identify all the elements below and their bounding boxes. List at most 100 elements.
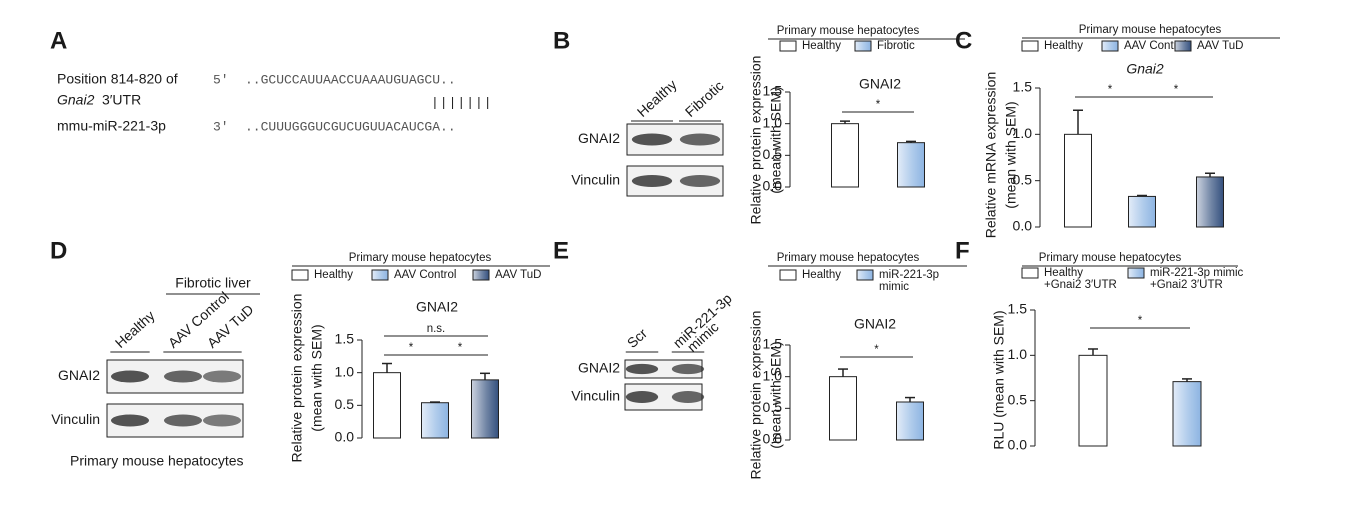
legend-label: Fibrotic: [877, 40, 915, 52]
significance-label: *: [409, 342, 414, 354]
panel-label: E: [553, 237, 569, 264]
band: [671, 391, 705, 403]
y-tick-label: 0.5: [1013, 171, 1033, 187]
legend-label: Healthy: [802, 269, 841, 281]
legend-swatch: [1174, 40, 1192, 52]
bar: [1196, 176, 1224, 228]
y-axis-label: RLU (mean with SEM): [991, 310, 1007, 449]
bar: [829, 376, 857, 441]
y-tick-label: 1.5: [1013, 79, 1033, 95]
sequence-label: mmu-miR-221-3p: [57, 118, 166, 134]
legend-label: Healthy: [802, 40, 841, 52]
blot-row-label: GNAI2: [578, 360, 620, 376]
significance-label: n.s.: [427, 323, 446, 335]
legend-label: mimic: [879, 281, 909, 293]
legend-title: Primary mouse hepatocytes: [1079, 24, 1222, 36]
legend-label: AAV TuD: [495, 269, 541, 281]
legend-swatch: [1021, 40, 1039, 52]
band: [631, 133, 673, 146]
significance-label: *: [1138, 315, 1143, 327]
y-axis-label: (mean with SEM): [768, 86, 784, 193]
legend-label: +Gnai2 3′UTR: [1044, 279, 1117, 291]
band: [631, 175, 673, 187]
band: [625, 391, 659, 403]
y-axis-label: (mean with SEM): [1003, 101, 1019, 208]
legend-swatch: [779, 40, 797, 52]
bar: [471, 379, 499, 439]
bar: [1128, 195, 1156, 228]
panel-label: D: [50, 237, 67, 264]
band: [671, 363, 705, 375]
legend-swatch: [1127, 267, 1145, 279]
band: [679, 175, 721, 187]
panel-label: F: [955, 237, 970, 264]
legend-label: miR-221-3p mimic: [1150, 267, 1244, 279]
y-tick-label: 0.0: [335, 429, 355, 445]
y-axis-label: (mean with SEM): [768, 341, 784, 448]
y-tick-label: 0.0: [763, 431, 783, 447]
legend-title: Primary mouse hepatocytes: [349, 252, 492, 264]
bar: [1078, 354, 1108, 447]
panel-label: B: [553, 27, 570, 54]
legend-swatch: [1021, 267, 1039, 279]
legend-title: Primary mouse hepatocytes: [1039, 252, 1182, 264]
blot-row-label: GNAI2: [58, 367, 100, 383]
legend-swatch: [779, 269, 797, 281]
blot-caption: Primary mouse hepatocytes: [70, 453, 244, 469]
band: [110, 370, 150, 383]
y-tick-label: 0.5: [335, 396, 355, 412]
bar: [831, 123, 859, 188]
y-axis-label: Relative mRNA expression: [983, 72, 999, 239]
y-tick-label: 1.0: [763, 114, 783, 130]
sequence-end: 5′: [213, 72, 229, 87]
legend-title: Primary mouse hepatocytes: [777, 252, 920, 264]
legend-label: Healthy: [1044, 267, 1083, 279]
bar: [896, 401, 924, 441]
y-tick-label: 1.5: [335, 331, 355, 347]
gene-name: Gnai2: [57, 92, 95, 108]
legend-label: AAV TuD: [1197, 40, 1243, 52]
significance-label: *: [1108, 84, 1113, 96]
significance-label: *: [458, 342, 463, 354]
y-tick-label: 1.5: [763, 336, 783, 352]
y-tick-label: 0.0: [1013, 218, 1033, 234]
y-tick-label: 1.0: [335, 363, 355, 379]
blot-title: Fibrotic liver: [175, 275, 251, 291]
blot-row-label: Vinculin: [571, 388, 620, 404]
y-tick-label: 0.0: [763, 178, 783, 194]
band: [679, 133, 721, 146]
y-axis-label: Relative protein expression: [289, 294, 305, 463]
y-tick-label: 0.0: [1008, 437, 1028, 453]
lane-label: Healthy: [112, 307, 158, 351]
sequence-label: 3′UTR: [102, 92, 141, 108]
legend-label: AAV Control: [394, 269, 456, 281]
blot-row-label: Vinculin: [571, 172, 620, 188]
bar: [1064, 133, 1092, 228]
chart-title: GNAI2: [859, 76, 901, 92]
band: [625, 363, 659, 375]
legend-swatch: [291, 269, 309, 281]
legend-swatch: [472, 269, 490, 281]
bar: [373, 372, 401, 439]
y-tick-label: 1.0: [1013, 125, 1033, 141]
y-tick-label: 1.5: [1008, 301, 1028, 317]
band: [163, 370, 203, 383]
y-axis-label: Relative protein expression: [748, 311, 764, 480]
significance-label: *: [876, 99, 881, 111]
blot-row-label: GNAI2: [578, 130, 620, 146]
legend-title: Primary mouse hepatocytes: [777, 25, 920, 37]
y-tick-label: 1.5: [763, 83, 783, 99]
legend-label: Healthy: [314, 269, 353, 281]
pairing: |||||||: [431, 95, 493, 110]
chart-title: GNAI2: [854, 316, 896, 332]
legend-swatch: [854, 40, 872, 52]
y-tick-label: 0.5: [1008, 391, 1028, 407]
sequence: ..GCUCCAUUAACCUAAAUGUAGCU..: [245, 72, 456, 87]
sequence: ..CUUUGGGUCGUCUGUUACAUCGA..: [245, 119, 456, 134]
y-axis-label: (mean with SEM): [309, 324, 325, 431]
chart-title: GNAI2: [416, 299, 458, 315]
band: [202, 370, 242, 383]
bar: [897, 142, 925, 188]
sequence-end: 3′: [213, 119, 229, 134]
